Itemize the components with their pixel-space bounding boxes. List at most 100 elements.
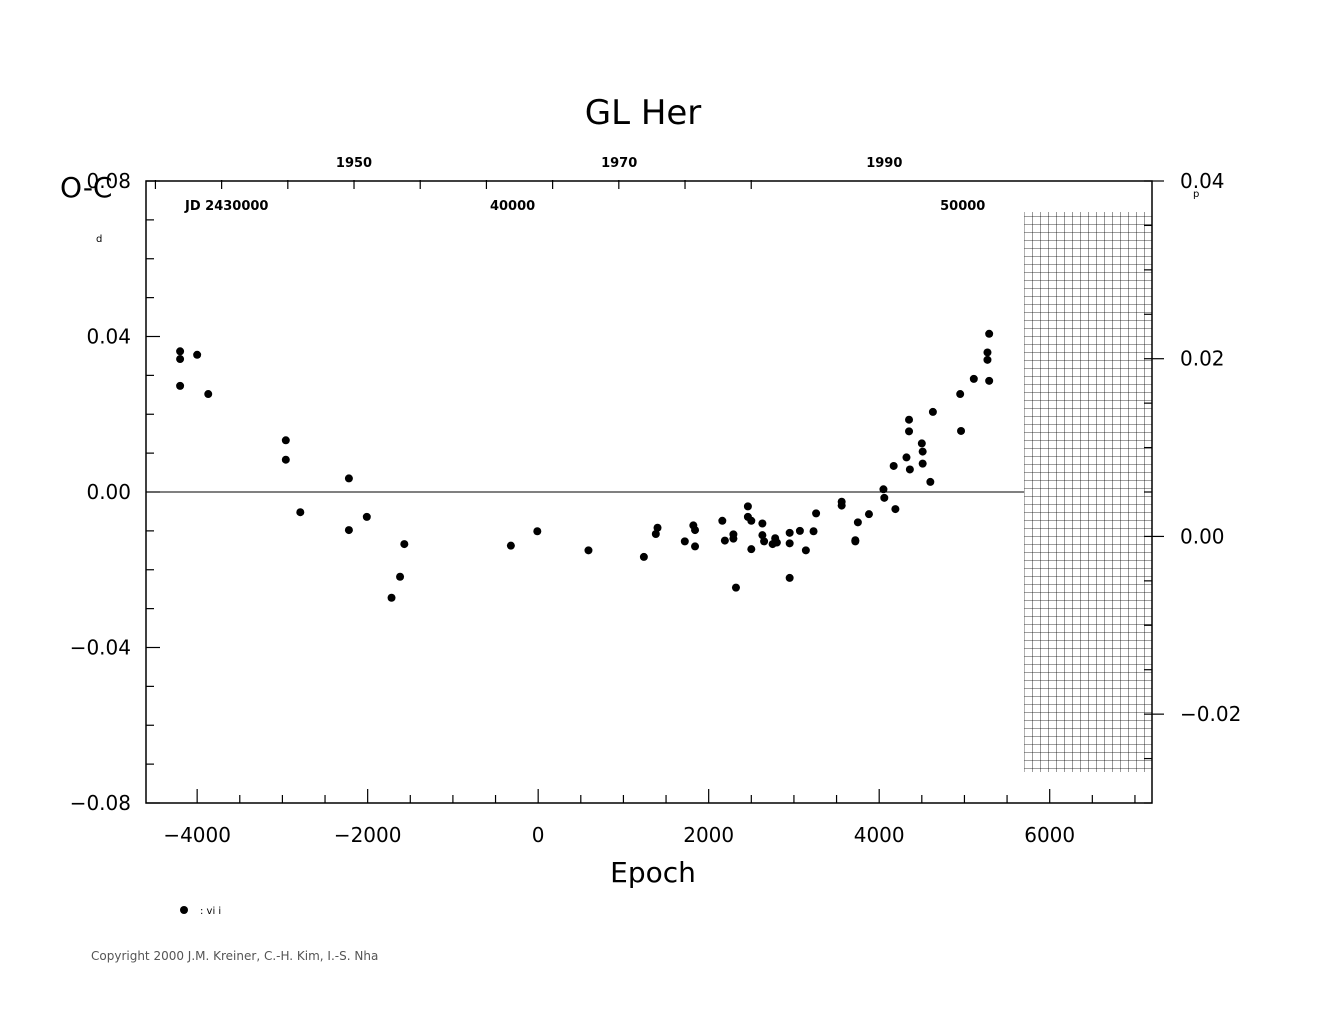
data-point (176, 381, 185, 390)
data-point (400, 540, 409, 549)
legend-marker (180, 906, 188, 914)
y-tick-label: 0.00 (86, 480, 131, 504)
hatched-area (1024, 212, 1152, 772)
data-point (344, 526, 353, 535)
data-point (344, 474, 353, 483)
top-year-label: 1970 (601, 156, 637, 171)
data-point (533, 527, 542, 536)
copyright-text: Copyright 2000 J.M. Kreiner, C.-H. Kim, … (91, 949, 378, 963)
data-point (204, 390, 213, 399)
data-point (785, 539, 794, 548)
data-point (891, 505, 900, 514)
x-tick-label: 6000 (1024, 823, 1075, 847)
x-tick-label: −4000 (163, 823, 231, 847)
top-year-label: 1950 (336, 156, 372, 171)
data-point (905, 427, 914, 436)
data-point (880, 493, 889, 502)
data-point (851, 537, 860, 546)
data-point (928, 407, 937, 416)
data-point (801, 546, 810, 555)
jd-ticks: 40000 50000 (490, 199, 985, 214)
data-point (785, 528, 794, 537)
data-point (506, 541, 515, 550)
data-point (729, 534, 738, 543)
data-point (889, 461, 898, 470)
chart-title: GL Her (585, 93, 702, 133)
data-point (743, 502, 752, 511)
data-point (879, 485, 888, 494)
data-point (969, 374, 978, 383)
data-point (918, 447, 927, 456)
data-point (785, 573, 794, 582)
data-point (296, 508, 305, 517)
data-point (905, 415, 914, 424)
y-axis-label: O-C (60, 171, 112, 204)
y-tick-label: 0.08 (86, 169, 131, 193)
data-point (809, 527, 818, 536)
data-point (917, 439, 926, 448)
top-year-ticks: 1950 1970 1990 (154, 156, 902, 189)
data-point (985, 329, 994, 338)
x-axis-ticks: −4000 −2000 0 2000 4000 6000 (163, 789, 1136, 847)
data-point (985, 376, 994, 385)
y2-tick-label: −0.02 (1180, 702, 1241, 726)
legend-label: : vi i (200, 906, 221, 917)
data-point (362, 512, 371, 521)
data-point (747, 545, 756, 554)
data-point (718, 516, 727, 525)
data-point (957, 426, 966, 435)
data-point (193, 350, 202, 359)
x-tick-label: 4000 (854, 823, 905, 847)
data-point (176, 355, 185, 364)
data-point (176, 347, 185, 356)
data-point (926, 477, 935, 486)
data-point (731, 583, 740, 592)
y-tick-label: −0.08 (70, 791, 131, 815)
data-points (176, 329, 994, 602)
data-point (639, 552, 648, 561)
data-point (902, 453, 911, 462)
data-point (691, 542, 700, 551)
data-point (720, 536, 729, 545)
y2-axis-ticks: −0.02 0.00 0.02 0.04 (1144, 169, 1241, 804)
data-point (853, 518, 862, 527)
data-point (758, 531, 767, 540)
legend: : vi i (180, 906, 221, 917)
data-point (983, 355, 992, 364)
data-point (747, 516, 756, 525)
data-point (396, 572, 405, 581)
y2-tick-label: 0.04 (1180, 169, 1225, 193)
data-point (680, 537, 689, 546)
x-tick-label: 0 (532, 823, 545, 847)
x-tick-label: −2000 (334, 823, 402, 847)
y-unit-label: d (96, 234, 102, 245)
jd-tick-label: 50000 (940, 199, 985, 214)
data-point (651, 529, 660, 538)
y2-tick-label: 0.00 (1180, 524, 1225, 548)
data-point (653, 523, 662, 532)
x-axis-label: Epoch (610, 856, 696, 889)
data-point (772, 538, 781, 547)
y-tick-label: 0.04 (86, 325, 131, 349)
data-point (983, 348, 992, 357)
data-point (956, 390, 965, 399)
data-point (864, 510, 873, 519)
data-point (905, 465, 914, 474)
data-point (760, 537, 769, 546)
top-year-label: 1990 (866, 156, 902, 171)
jd-tick-label: 40000 (490, 199, 535, 214)
data-point (758, 519, 767, 528)
data-point (795, 526, 804, 535)
data-point (281, 436, 290, 445)
data-point (387, 593, 396, 602)
data-point (584, 546, 593, 555)
hatched-region (1024, 212, 1152, 772)
y-tick-label: −0.04 (70, 636, 131, 660)
data-point (281, 455, 290, 464)
data-point (837, 501, 846, 510)
data-point (918, 459, 927, 468)
y2-tick-label: 0.02 (1180, 347, 1225, 371)
y2-unit-label: p (1193, 189, 1199, 200)
data-point (812, 509, 821, 518)
